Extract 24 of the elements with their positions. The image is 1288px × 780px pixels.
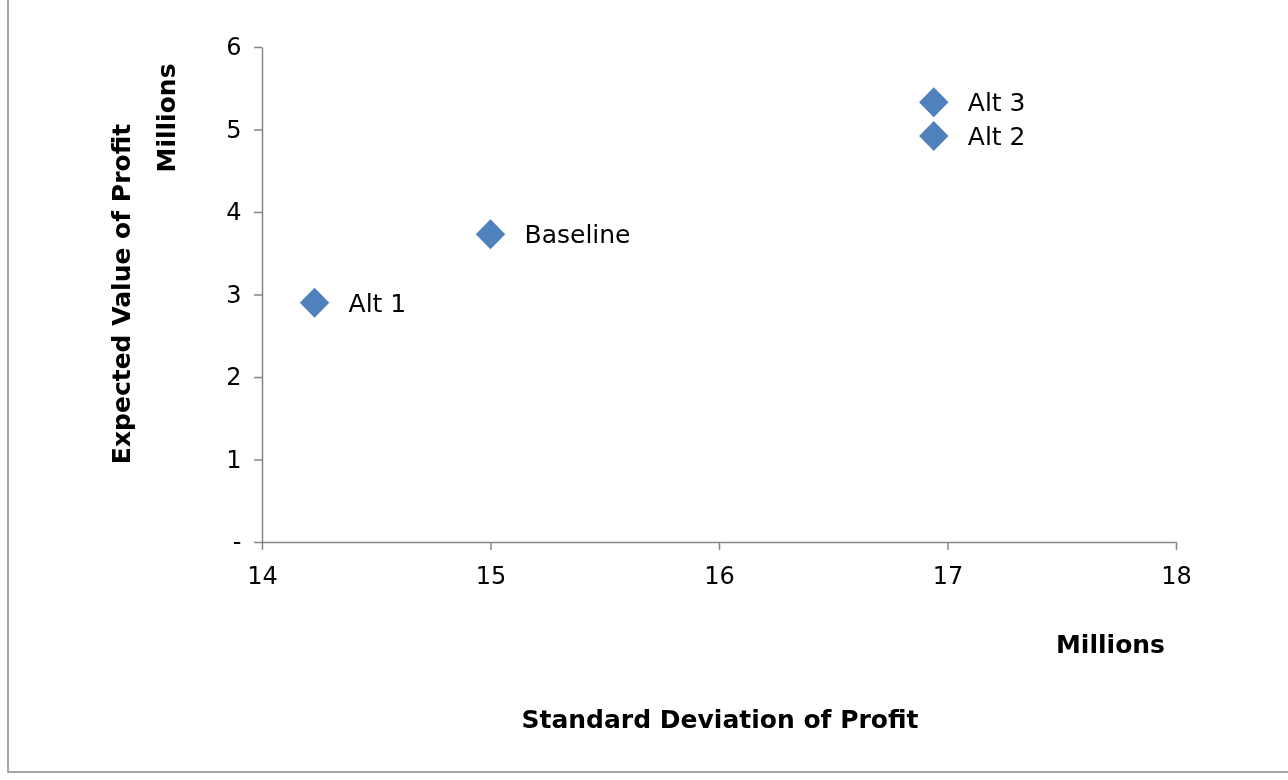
y-tick-label: 1 bbox=[226, 445, 242, 474]
x-tick-label: 16 bbox=[704, 562, 735, 591]
point bbox=[299, 287, 330, 318]
annotation: Baseline bbox=[524, 220, 631, 250]
x-tick-label: 15 bbox=[475, 562, 507, 591]
x-tick-label: 14 bbox=[247, 562, 278, 591]
y-tick-label: - bbox=[232, 528, 242, 557]
point bbox=[919, 87, 949, 118]
y-tick-label: 5 bbox=[226, 115, 242, 144]
y-tick-label: 4 bbox=[226, 198, 242, 227]
y-tick-label: 3 bbox=[226, 280, 242, 309]
x-tick-label: 17 bbox=[932, 562, 964, 591]
y-tick-label: 2 bbox=[226, 363, 242, 392]
annotation: Alt 1 bbox=[348, 288, 407, 318]
x-axis-title: Standard Deviation of Profit bbox=[521, 705, 919, 734]
y-tick-label: 6 bbox=[226, 33, 242, 62]
point bbox=[919, 121, 949, 152]
annotation: Alt 3 bbox=[967, 88, 1026, 118]
y-axis-title: Expected Value of Profit bbox=[107, 123, 136, 465]
text: Millions bbox=[1055, 630, 1165, 659]
x-tick-label: 18 bbox=[1161, 562, 1192, 591]
point bbox=[475, 219, 506, 250]
text: Millions bbox=[152, 63, 181, 173]
annotation: Alt 2 bbox=[967, 122, 1026, 152]
